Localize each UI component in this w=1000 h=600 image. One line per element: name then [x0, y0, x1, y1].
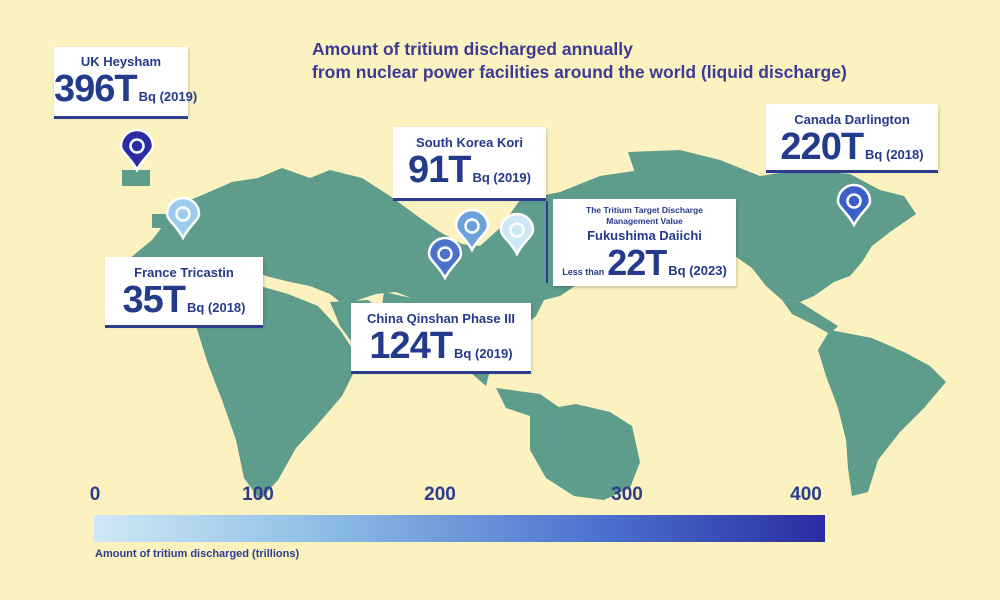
amount-value: 396T: [54, 68, 138, 110]
facility-amount: 91T Bq (2019): [393, 150, 546, 190]
map-title-line-2: from nuclear power facilities around the…: [312, 62, 847, 82]
japan-islands: [482, 254, 516, 274]
scale-tick-200: 200: [424, 484, 456, 505]
amount-value: 91T: [407, 149, 471, 191]
central-america-landmass: [782, 300, 838, 334]
fukushima-accent-line: [546, 201, 548, 283]
facility-name: Canada Darlington: [794, 112, 910, 127]
facility-name: China Qinshan Phase III: [366, 311, 516, 326]
amount-unit: Bq (2019): [472, 170, 531, 185]
amount-unit: Bq (2018): [865, 147, 924, 162]
facility-pins: [119, 128, 872, 281]
label-fukushima-daiichi: The Tritium Target Discharge Management …: [553, 199, 736, 286]
uk-island: [122, 170, 150, 186]
map-title: Amount of tritium discharged annually fr…: [312, 38, 847, 84]
amount-value: 124T: [369, 325, 453, 367]
label-china-qinshan: China Qinshan Phase III 124T Bq (2019): [351, 303, 531, 374]
label-south-korea-kori: South Korea Kori 91T Bq (2019): [393, 127, 546, 201]
facility-name: France Tricastin: [134, 265, 234, 280]
target-subtitle-line-2: Management Value: [606, 216, 683, 226]
location-pin-icon: [119, 128, 155, 173]
label-france-tricastin: France Tricastin 35T Bq (2018): [105, 257, 263, 328]
scale-gradient-bar: [94, 515, 825, 542]
amount-value: 22T: [607, 242, 667, 283]
location-pin-icon: [499, 212, 535, 257]
scale-tick-labels: 0 100 200 300 400: [0, 484, 1000, 510]
amount-value: 220T: [780, 126, 864, 168]
amount-unit: Bq (2019): [454, 346, 513, 361]
facility-name: UK Heysham: [80, 54, 162, 69]
target-subtitle-line-1: The Tritium Target Discharge: [586, 205, 703, 215]
amount-unit: Bq (2018): [186, 300, 246, 315]
southern-islet: [572, 440, 588, 476]
scale-tick-100: 100: [242, 484, 274, 505]
location-pin-icon: [836, 183, 872, 228]
label-canada-darlington: Canada Darlington 220T Bq (2018): [766, 104, 938, 173]
amount-unit: Bq (2023): [668, 263, 727, 278]
card-underline: [351, 371, 531, 374]
scale-tick-400: 400: [790, 484, 822, 505]
location-pin-icon: [454, 208, 490, 253]
south-america-landmass: [818, 330, 946, 496]
map-title-line-1: Amount of tritium discharged annually: [312, 39, 633, 59]
facility-amount: 220T Bq (2018): [766, 127, 938, 167]
madagascar-island: [286, 400, 302, 418]
small-island-europe: [152, 214, 170, 228]
amount-unit: Bq (2019): [138, 89, 198, 104]
facility-amount: 124T Bq (2019): [351, 326, 531, 366]
location-pin-icon: [165, 196, 201, 241]
facility-amount: Less than22T Bq (2023): [553, 243, 736, 283]
amount-value: 35T: [122, 279, 185, 321]
facility-amount: 35T Bq (2018): [105, 280, 263, 320]
scale-tick-0: 0: [89, 484, 101, 505]
facility-name: South Korea Kori: [416, 135, 523, 150]
africa-landmass: [196, 282, 360, 500]
facility-amount: 396T Bq (2019): [54, 68, 197, 110]
card-underline: [105, 325, 263, 328]
scale-caption: Amount of tritium discharged (trillions): [95, 548, 300, 560]
scale-tick-300: 300: [611, 484, 643, 505]
amount-prefix: Less than: [562, 267, 605, 277]
card-underline: [54, 116, 188, 119]
facility-name: Fukushima Daiichi: [587, 228, 702, 243]
location-pin-icon: [427, 236, 463, 281]
label-uk-heysham: UK Heysham 396T Bq (2019): [54, 47, 197, 119]
card-underline: [393, 198, 546, 201]
card-underline: [766, 170, 938, 173]
